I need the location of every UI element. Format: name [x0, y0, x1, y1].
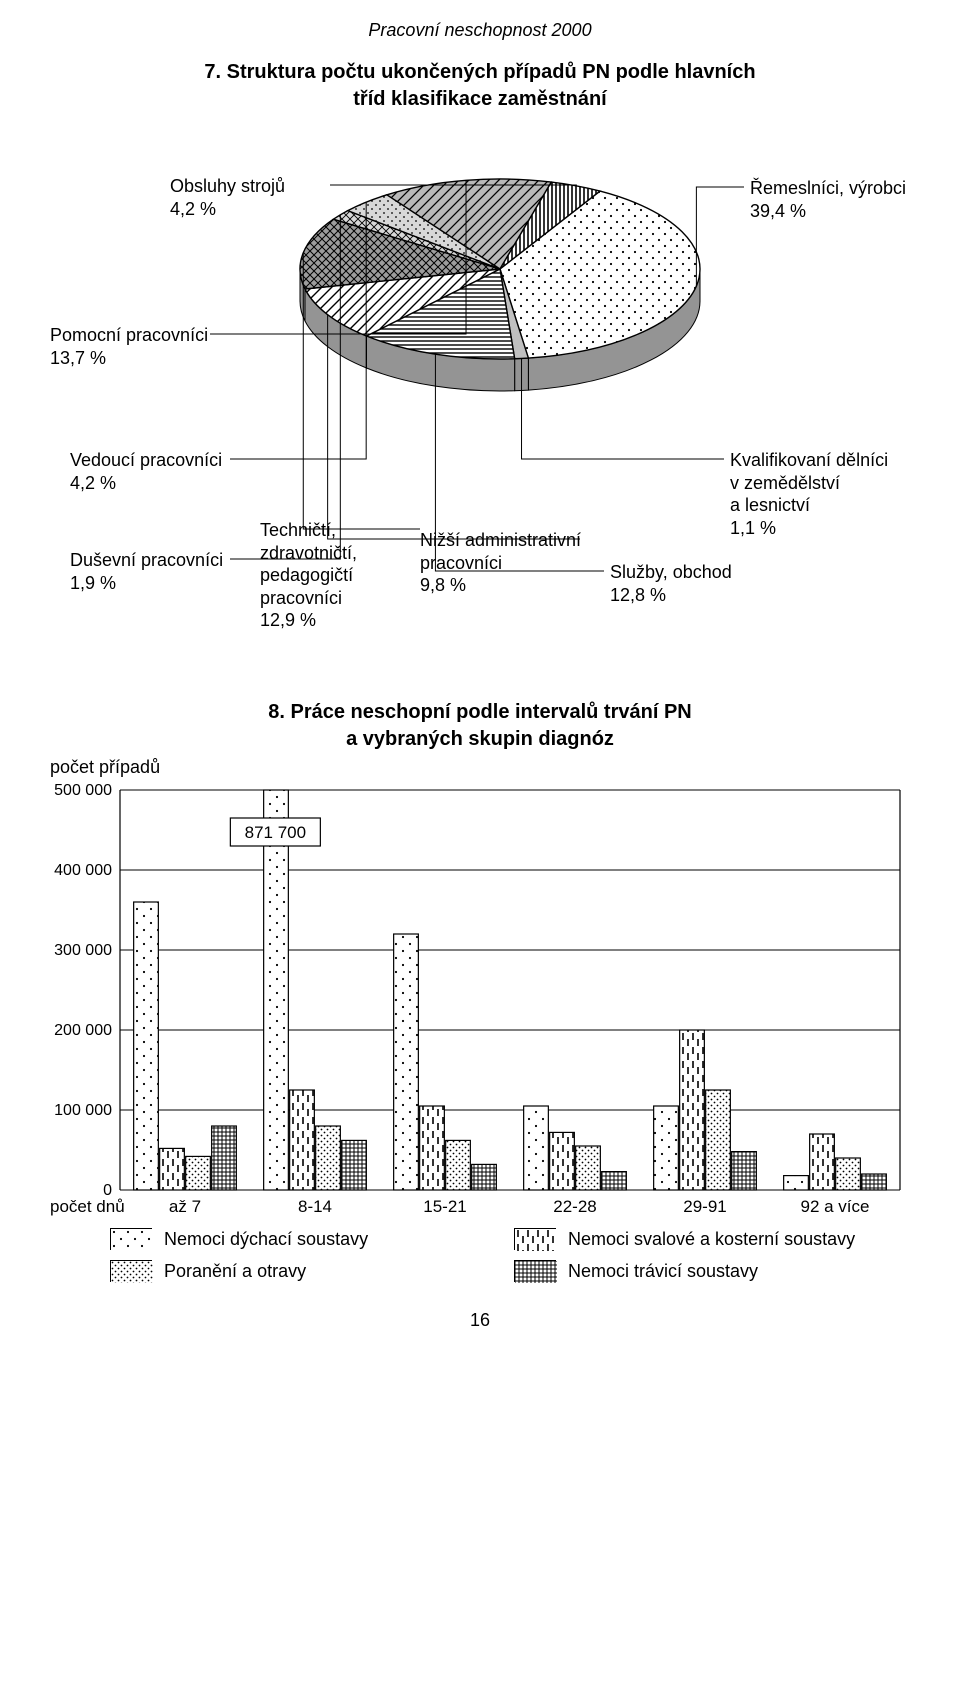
- pie-label-line: Pomocní pracovníci: [50, 324, 208, 347]
- legend-label: Nemoci svalové a kosterní soustavy: [568, 1229, 855, 1250]
- legend-swatch: [514, 1228, 556, 1250]
- svg-text:29-91: 29-91: [683, 1197, 726, 1216]
- pie-label-line: pedagogičtí: [260, 564, 357, 587]
- pie-label-vedouci: Vedoucí pracovníci4,2 %: [70, 449, 222, 494]
- pie-label-sluzby: Služby, obchod12,8 %: [610, 561, 732, 606]
- bar-travici-3: [602, 1172, 627, 1190]
- legend-label: Nemoci trávicí soustavy: [568, 1261, 758, 1282]
- page-header: Pracovní neschopnost 2000: [50, 20, 910, 41]
- pie-label-line: Služby, obchod: [610, 561, 732, 584]
- legend-label: Nemoci dýchací soustavy: [164, 1229, 368, 1250]
- svg-text:15-21: 15-21: [423, 1197, 466, 1216]
- bar-poraneni-5: [836, 1158, 861, 1190]
- pie-chart-title: 7. Struktura počtu ukončených případů PN…: [50, 59, 910, 113]
- bar-legend: Nemoci dýchací soustavy Nemoci svalové a …: [110, 1228, 870, 1282]
- pie-label-line: a lesnictví: [730, 494, 888, 517]
- legend-label: Poranění a otravy: [164, 1261, 306, 1282]
- bar-title-line1: 8. Práce neschopní podle intervalů trván…: [268, 701, 691, 723]
- pie-label-line: 4,2 %: [70, 472, 222, 495]
- pie-title-line1: 7. Struktura počtu ukončených případů PN…: [204, 61, 755, 83]
- pie-label-line: 4,2 %: [170, 198, 285, 221]
- pie-label-line: Vedoucí pracovníci: [70, 449, 222, 472]
- bar-chart-title: 8. Práce neschopní podle intervalů trván…: [50, 699, 910, 753]
- bar-x-axis-label: počet dnů: [50, 1197, 125, 1216]
- pie-label-pomocni: Pomocní pracovníci13,7 %: [50, 324, 208, 369]
- bar-svalove-5: [810, 1134, 835, 1190]
- pie-label-line: 39,4 %: [750, 200, 906, 223]
- bar-poraneni-3: [576, 1146, 601, 1190]
- bar-poraneni-1: [316, 1126, 341, 1190]
- pie-label-line: Techničtí,: [260, 519, 357, 542]
- legend-item-poraneni: Poranění a otravy: [110, 1260, 466, 1282]
- bar-travici-0: [212, 1126, 237, 1190]
- bar-dychaci-5: [784, 1176, 809, 1190]
- page-number: 16: [50, 1310, 910, 1331]
- pie-label-line: Kvalifikovaní dělníci: [730, 449, 888, 472]
- legend-swatch: [110, 1260, 152, 1282]
- pie-label-line: 12,8 %: [610, 584, 732, 607]
- bar-travici-4: [732, 1152, 757, 1190]
- bar-dychaci-2: [394, 934, 419, 1190]
- pie-label-obsluhy: Obsluhy strojů4,2 %: [170, 175, 285, 220]
- pie-label-line: Duševní pracovníci: [70, 549, 223, 572]
- bar-svalove-4: [680, 1030, 705, 1190]
- svg-text:400 000: 400 000: [54, 862, 112, 879]
- svg-text:100 000: 100 000: [54, 1102, 112, 1119]
- pie-label-line: 9,8 %: [420, 574, 581, 597]
- legend-item-travici: Nemoci trávicí soustavy: [514, 1260, 870, 1282]
- bar-poraneni-0: [186, 1156, 211, 1190]
- svg-text:92 a více: 92 a více: [801, 1197, 870, 1216]
- svg-text:200 000: 200 000: [54, 1022, 112, 1039]
- bar-title-line2: a vybraných skupin diagnóz: [346, 728, 614, 750]
- pie-label-remeslnici: Řemeslníci, výrobci39,4 %: [750, 177, 906, 222]
- page: Pracovní neschopnost 2000 7. Struktura p…: [0, 0, 960, 1371]
- pie-label-line: 1,1 %: [730, 517, 888, 540]
- bar-y-axis-label: počet případů: [50, 757, 910, 778]
- svg-text:22-28: 22-28: [553, 1197, 596, 1216]
- bar-poraneni-4: [706, 1090, 731, 1190]
- bar-travici-1: [342, 1140, 367, 1190]
- bar-dychaci-3: [524, 1106, 549, 1190]
- svg-text:až 7: až 7: [169, 1197, 201, 1216]
- pie-label-line: 12,9 %: [260, 609, 357, 632]
- pie-label-line: zdravotničtí,: [260, 542, 357, 565]
- bar-svalove-2: [420, 1106, 445, 1190]
- pie-title-line2: tříd klasifikace zaměstnání: [353, 88, 606, 110]
- bar-chart-section: 8. Práce neschopní podle intervalů trván…: [50, 699, 910, 1282]
- bar-dychaci-1: [264, 790, 289, 1190]
- pie-label-line: v zemědělství: [730, 472, 888, 495]
- pie-label-line: Obsluhy strojů: [170, 175, 285, 198]
- svg-text:8-14: 8-14: [298, 1197, 332, 1216]
- legend-item-dychaci: Nemoci dýchací soustavy: [110, 1228, 466, 1250]
- pie-label-line: pracovníci: [420, 552, 581, 575]
- bar-svalove-0: [160, 1148, 185, 1190]
- pie-chart: Řemeslníci, výrobci39,4 % Kvalifikovaní d…: [50, 129, 910, 669]
- svg-text:500 000: 500 000: [54, 782, 112, 799]
- legend-item-svalove: Nemoci svalové a kosterní soustavy: [514, 1228, 870, 1250]
- bar-svalove-1: [290, 1090, 315, 1190]
- pie-label-line: 13,7 %: [50, 347, 208, 370]
- pie-label-dusevni: Duševní pracovníci1,9 %: [70, 549, 223, 594]
- bar-svalove-3: [550, 1132, 575, 1190]
- bar-travici-2: [472, 1164, 497, 1190]
- bar-chart: 0100 000200 000300 000400 000500 000až 7…: [50, 780, 910, 1220]
- pie-label-technicti: Techničtí,zdravotničtí,pedagogičtípracov…: [260, 519, 357, 632]
- legend-swatch: [514, 1260, 556, 1282]
- pie-label-line: 1,9 %: [70, 572, 223, 595]
- svg-text:300 000: 300 000: [54, 942, 112, 959]
- bar-annotation: 871 700: [245, 823, 306, 842]
- pie-label-nizsi_admin: Nižší administrativnípracovníci9,8 %: [420, 529, 581, 597]
- pie-label-line: Řemeslníci, výrobci: [750, 177, 906, 200]
- pie-label-line: pracovníci: [260, 587, 357, 610]
- bar-poraneni-2: [446, 1140, 471, 1190]
- pie-label-delnici: Kvalifikovaní dělníciv zemědělstvía lesn…: [730, 449, 888, 539]
- bar-dychaci-0: [134, 902, 159, 1190]
- bar-dychaci-4: [654, 1106, 679, 1190]
- legend-swatch: [110, 1228, 152, 1250]
- pie-label-line: Nižší administrativní: [420, 529, 581, 552]
- bar-travici-5: [862, 1174, 887, 1190]
